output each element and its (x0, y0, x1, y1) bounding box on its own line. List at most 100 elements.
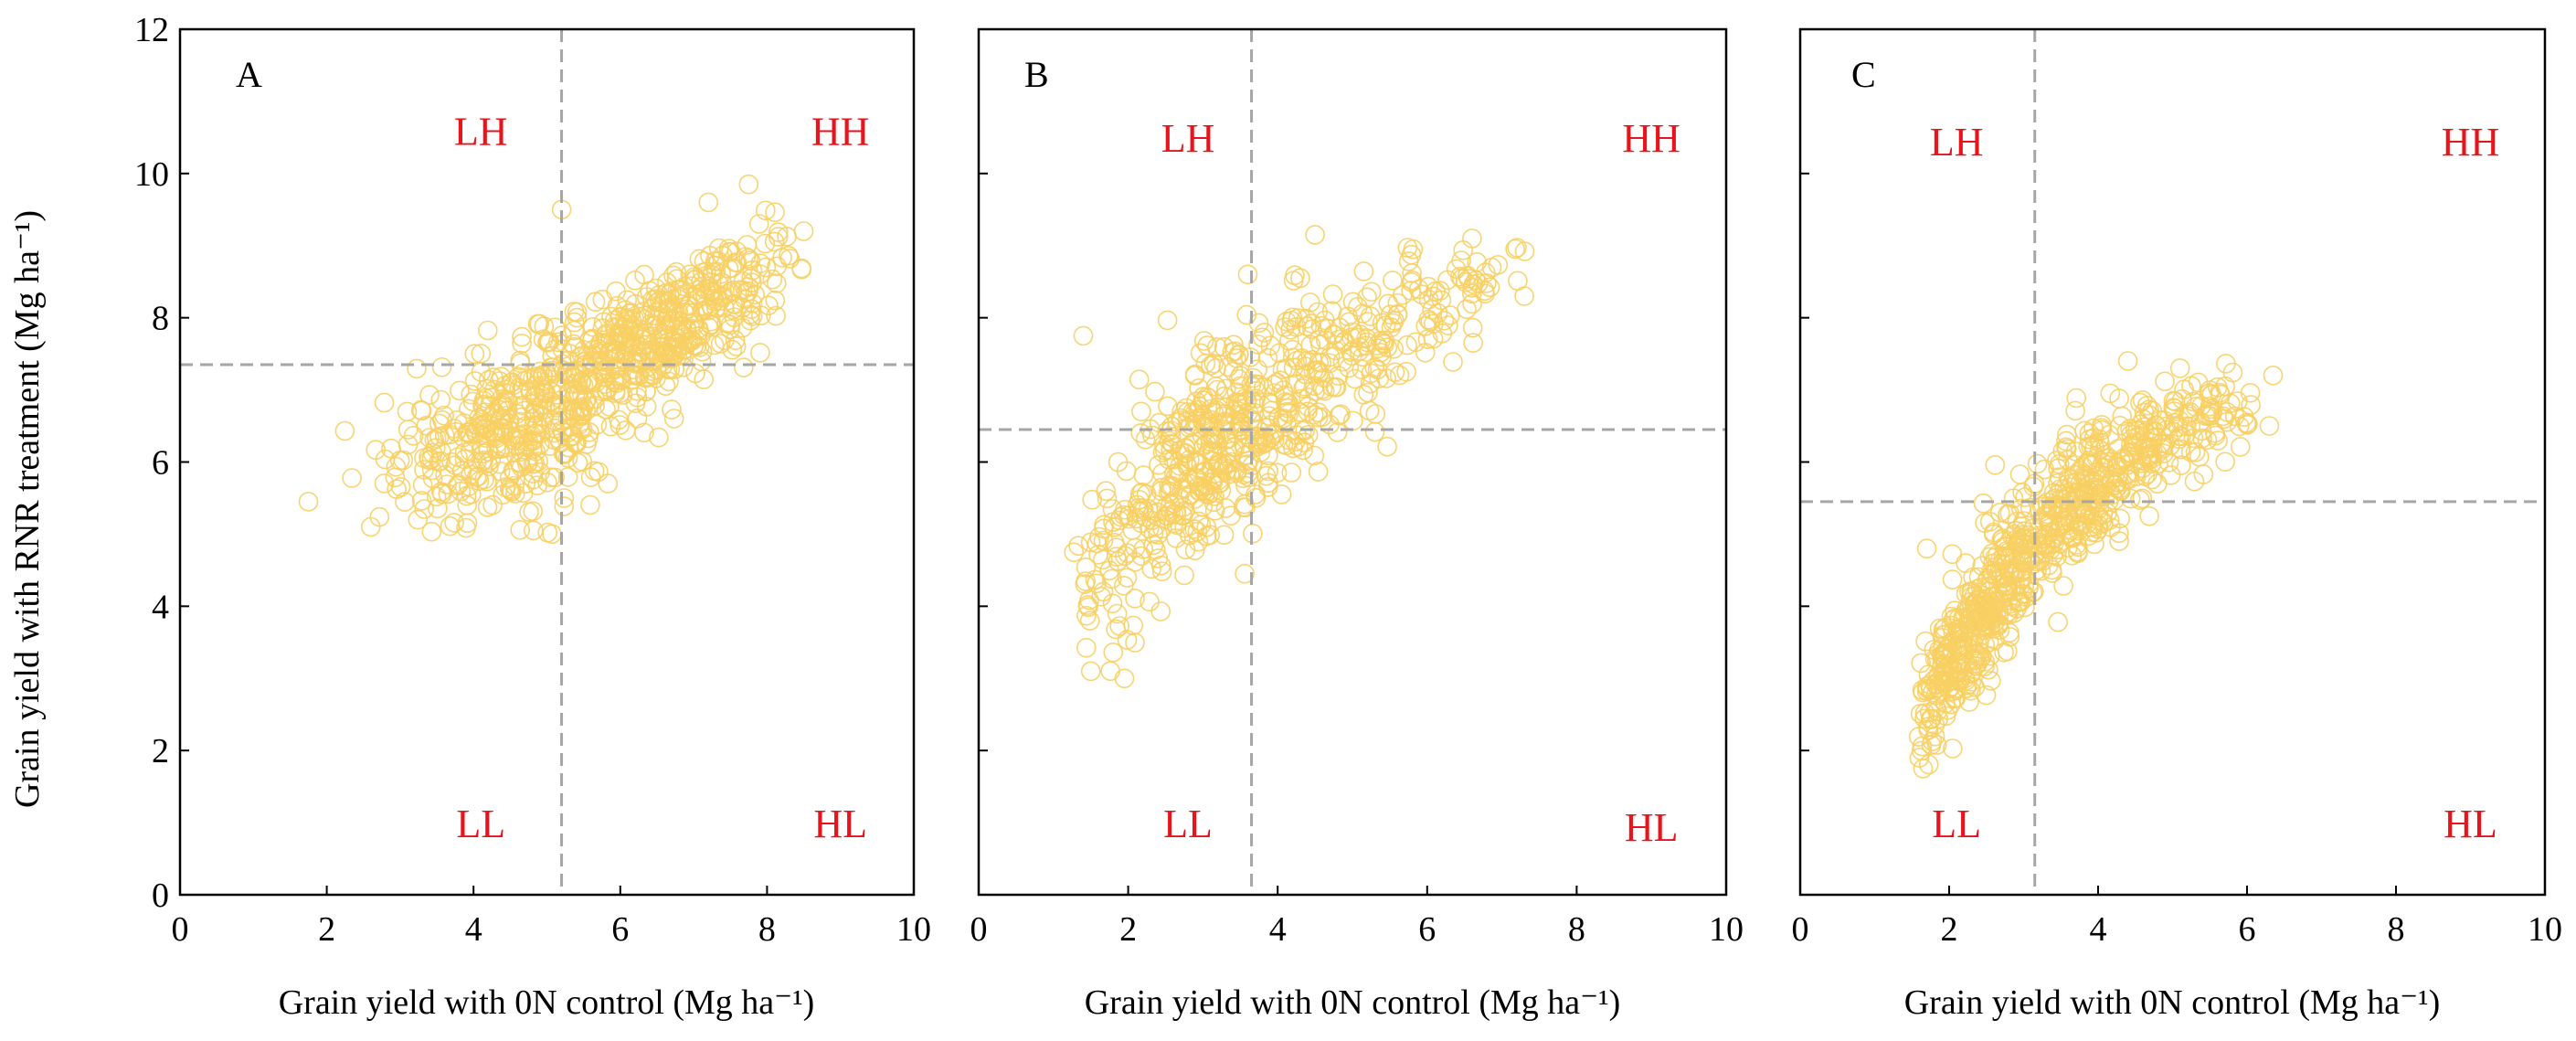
y-tick-label: 4 (152, 588, 169, 626)
data-point (2115, 450, 2136, 470)
data-point (448, 447, 468, 468)
data-point (1203, 429, 1223, 450)
data-point (479, 456, 499, 477)
data-point (742, 272, 762, 293)
data-point (1161, 416, 1182, 437)
data-point (1921, 735, 1942, 755)
data-point (1976, 685, 1997, 706)
data-point (1196, 526, 1217, 547)
data-point (421, 521, 442, 542)
data-point (1107, 603, 1128, 624)
data-point (381, 438, 401, 459)
data-point (1191, 454, 1211, 475)
panel-b-thresholds (979, 29, 1726, 895)
data-point (1214, 525, 1235, 546)
data-point (1191, 477, 1212, 497)
data-point (1129, 369, 1150, 390)
data-point (1228, 368, 1249, 389)
data-point (421, 449, 442, 470)
data-point (430, 389, 451, 410)
data-point (2109, 523, 2129, 544)
data-point (411, 400, 432, 421)
data-point (622, 365, 643, 386)
data-point (2068, 514, 2089, 535)
data-point (1357, 287, 1377, 308)
data-point (1287, 425, 1307, 445)
data-point (1286, 316, 1307, 337)
data-point (1975, 652, 1995, 672)
data-point (1271, 484, 1292, 505)
data-point (2050, 533, 2070, 554)
data-point (2004, 548, 2024, 569)
data-point (431, 356, 452, 377)
data-point (622, 352, 643, 372)
data-point (2185, 441, 2206, 462)
data-point (2077, 492, 2098, 513)
data-point (1397, 335, 1417, 356)
data-point (1184, 540, 1205, 561)
data-point (1342, 292, 1363, 313)
data-point (554, 496, 575, 516)
data-point (2177, 416, 2197, 437)
data-point (2081, 454, 2102, 475)
data-point (1312, 407, 1332, 428)
data-point (386, 456, 407, 477)
data-point (701, 314, 721, 335)
data-point (738, 248, 759, 269)
data-point (710, 334, 731, 354)
data-point (630, 306, 651, 327)
data-point (2205, 425, 2226, 446)
data-point (1946, 680, 1966, 700)
data-point (1919, 702, 1940, 723)
data-point (1353, 261, 1374, 281)
data-point (588, 343, 608, 363)
data-point (1204, 500, 1225, 521)
data-point (2169, 410, 2190, 430)
data-point (1398, 251, 1419, 271)
data-point (748, 214, 769, 234)
data-point (2214, 409, 2234, 430)
x-tick-label: 6 (611, 910, 629, 949)
data-point (1075, 574, 1096, 594)
data-point (1123, 615, 1143, 636)
x-tick-label: 2 (318, 910, 335, 949)
data-point (2155, 371, 2175, 392)
data-point (1207, 379, 1227, 400)
data-point (649, 329, 670, 350)
data-point (1305, 225, 1325, 245)
data-point (1339, 357, 1359, 378)
data-point (477, 471, 497, 492)
data-point (2038, 506, 2059, 527)
data-point (738, 174, 759, 195)
data-point (1434, 310, 1455, 331)
data-point (1193, 413, 1214, 433)
data-point (1216, 378, 1236, 399)
data-point (1308, 462, 1329, 482)
data-point (523, 520, 544, 541)
data-point (451, 461, 472, 482)
data-point (1093, 581, 1114, 602)
data-point (342, 468, 362, 488)
quadrant-label-hl: HL (1625, 805, 1679, 850)
data-point (593, 362, 614, 382)
data-point (2084, 513, 2104, 534)
data-point (557, 467, 578, 487)
data-point (2094, 513, 2114, 533)
x-tick-label: 4 (1269, 910, 1287, 949)
data-point (1131, 401, 1151, 422)
data-point (1150, 601, 1171, 621)
data-point (1288, 308, 1309, 328)
data-point (1161, 426, 1182, 447)
x-tick-label: 4 (2090, 910, 2107, 949)
data-point (659, 371, 679, 392)
data-point (1160, 482, 1181, 502)
panel-a-points (298, 174, 814, 545)
data-point (2066, 388, 2086, 409)
data-point (1196, 433, 1216, 454)
data-point (2120, 488, 2141, 509)
data-point (627, 380, 647, 401)
data-point (1972, 611, 1993, 632)
data-point (684, 302, 705, 323)
data-point (1204, 486, 1224, 506)
data-point (440, 515, 461, 536)
